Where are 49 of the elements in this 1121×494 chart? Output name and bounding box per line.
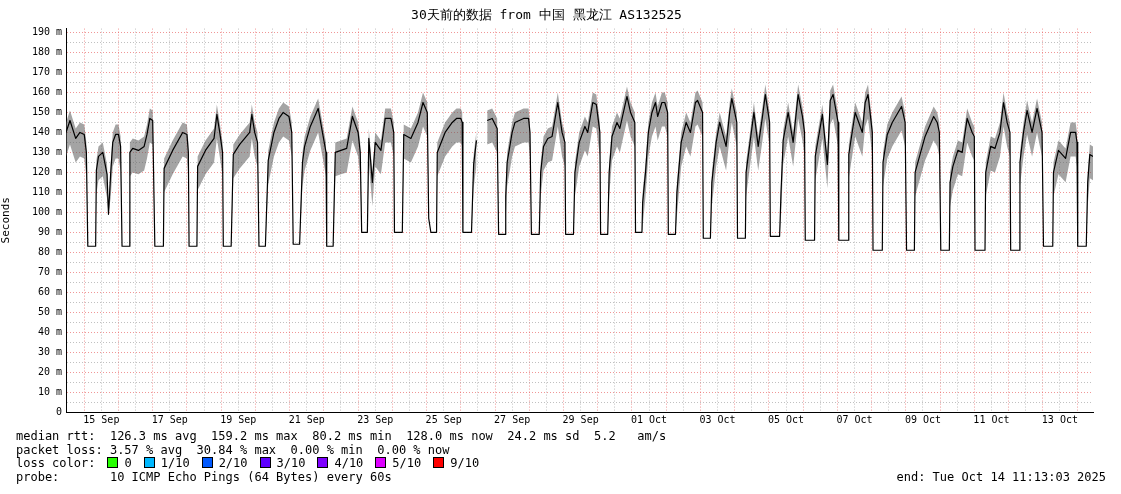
y-axis-title: Seconds <box>0 197 13 244</box>
text: end: Tue Oct 14 11:13:03 2025 <box>896 469 1106 484</box>
y-tick-label: 70 m <box>37 265 62 277</box>
legend-label: 2/10 <box>218 456 248 470</box>
y-tick-label: 180 m <box>31 46 62 58</box>
y-tick-label: 80 m <box>37 245 62 257</box>
chart-title: 30天前的数据 from 中国 黑龙江 AS132525 <box>411 7 682 23</box>
y-tick-label: 20 m <box>37 365 62 377</box>
y-tick-label: 100 m <box>31 205 62 217</box>
legend-label: 9/10 <box>450 456 480 470</box>
text: packet loss: 3.57 % avg 30.84 % max 0.00 % min 0.00 % now <box>16 442 451 457</box>
x-tick-label: 29 Sep <box>562 413 599 425</box>
legend-label: 1/10 <box>160 456 190 470</box>
text: probe: 10 ICMP Echo Pings (64 Bytes) every 60s <box>16 469 392 484</box>
x-tick-label: 03 Oct <box>699 413 736 425</box>
y-tick-label: 40 m <box>37 325 62 337</box>
y-tick-label: 90 m <box>37 225 62 237</box>
x-tick-label: 23 Sep <box>357 413 394 425</box>
y-tick-label: 0 <box>55 405 62 417</box>
y-tick-label: 50 m <box>37 305 62 317</box>
y-tick-label: 190 m <box>31 26 62 38</box>
x-tick-label: 17 Sep <box>151 413 188 425</box>
x-tick-label: 09 Oct <box>904 413 942 425</box>
y-tick-label: 140 m <box>31 126 62 138</box>
legend-label: 0 <box>124 456 132 470</box>
y-tick-label: 110 m <box>31 185 62 197</box>
x-tick-label: 05 Oct <box>767 413 805 425</box>
x-tick-label: 25 Sep <box>425 413 462 425</box>
y-tick-label: 170 m <box>31 66 62 78</box>
x-tick-label: 13 Oct <box>1041 413 1078 425</box>
legend-label: 3/10 <box>276 456 306 470</box>
y-tick-label: 160 m <box>31 86 62 98</box>
legend-label: 4/10 <box>334 456 364 470</box>
x-tick-label: 21 Sep <box>288 413 325 425</box>
text: median rtt: 126.3 ms avg 159.2 ms max 80.2 ms min 128.0 ms now 24.2 ms sd 5.2 am/s <box>16 429 668 444</box>
x-tick-label: 19 Sep <box>220 413 257 425</box>
legend-title: loss color: <box>16 456 96 470</box>
legend-label: 5/10 <box>392 456 422 470</box>
y-tick-label: 60 m <box>37 285 62 297</box>
x-tick-label: 15 Sep <box>83 413 120 425</box>
y-tick-label: 120 m <box>31 165 62 177</box>
y-tick-label: 150 m <box>31 106 62 118</box>
y-tick-label: 130 m <box>31 146 62 157</box>
y-tick-label: 10 m <box>37 385 62 397</box>
y-tick-label: 30 m <box>37 345 62 357</box>
x-tick-label: 01 Oct <box>631 413 668 425</box>
x-tick-label: 27 Sep <box>494 413 531 425</box>
x-tick-label: 11 Oct <box>973 413 1010 425</box>
x-tick-label: 07 Oct <box>836 413 873 425</box>
